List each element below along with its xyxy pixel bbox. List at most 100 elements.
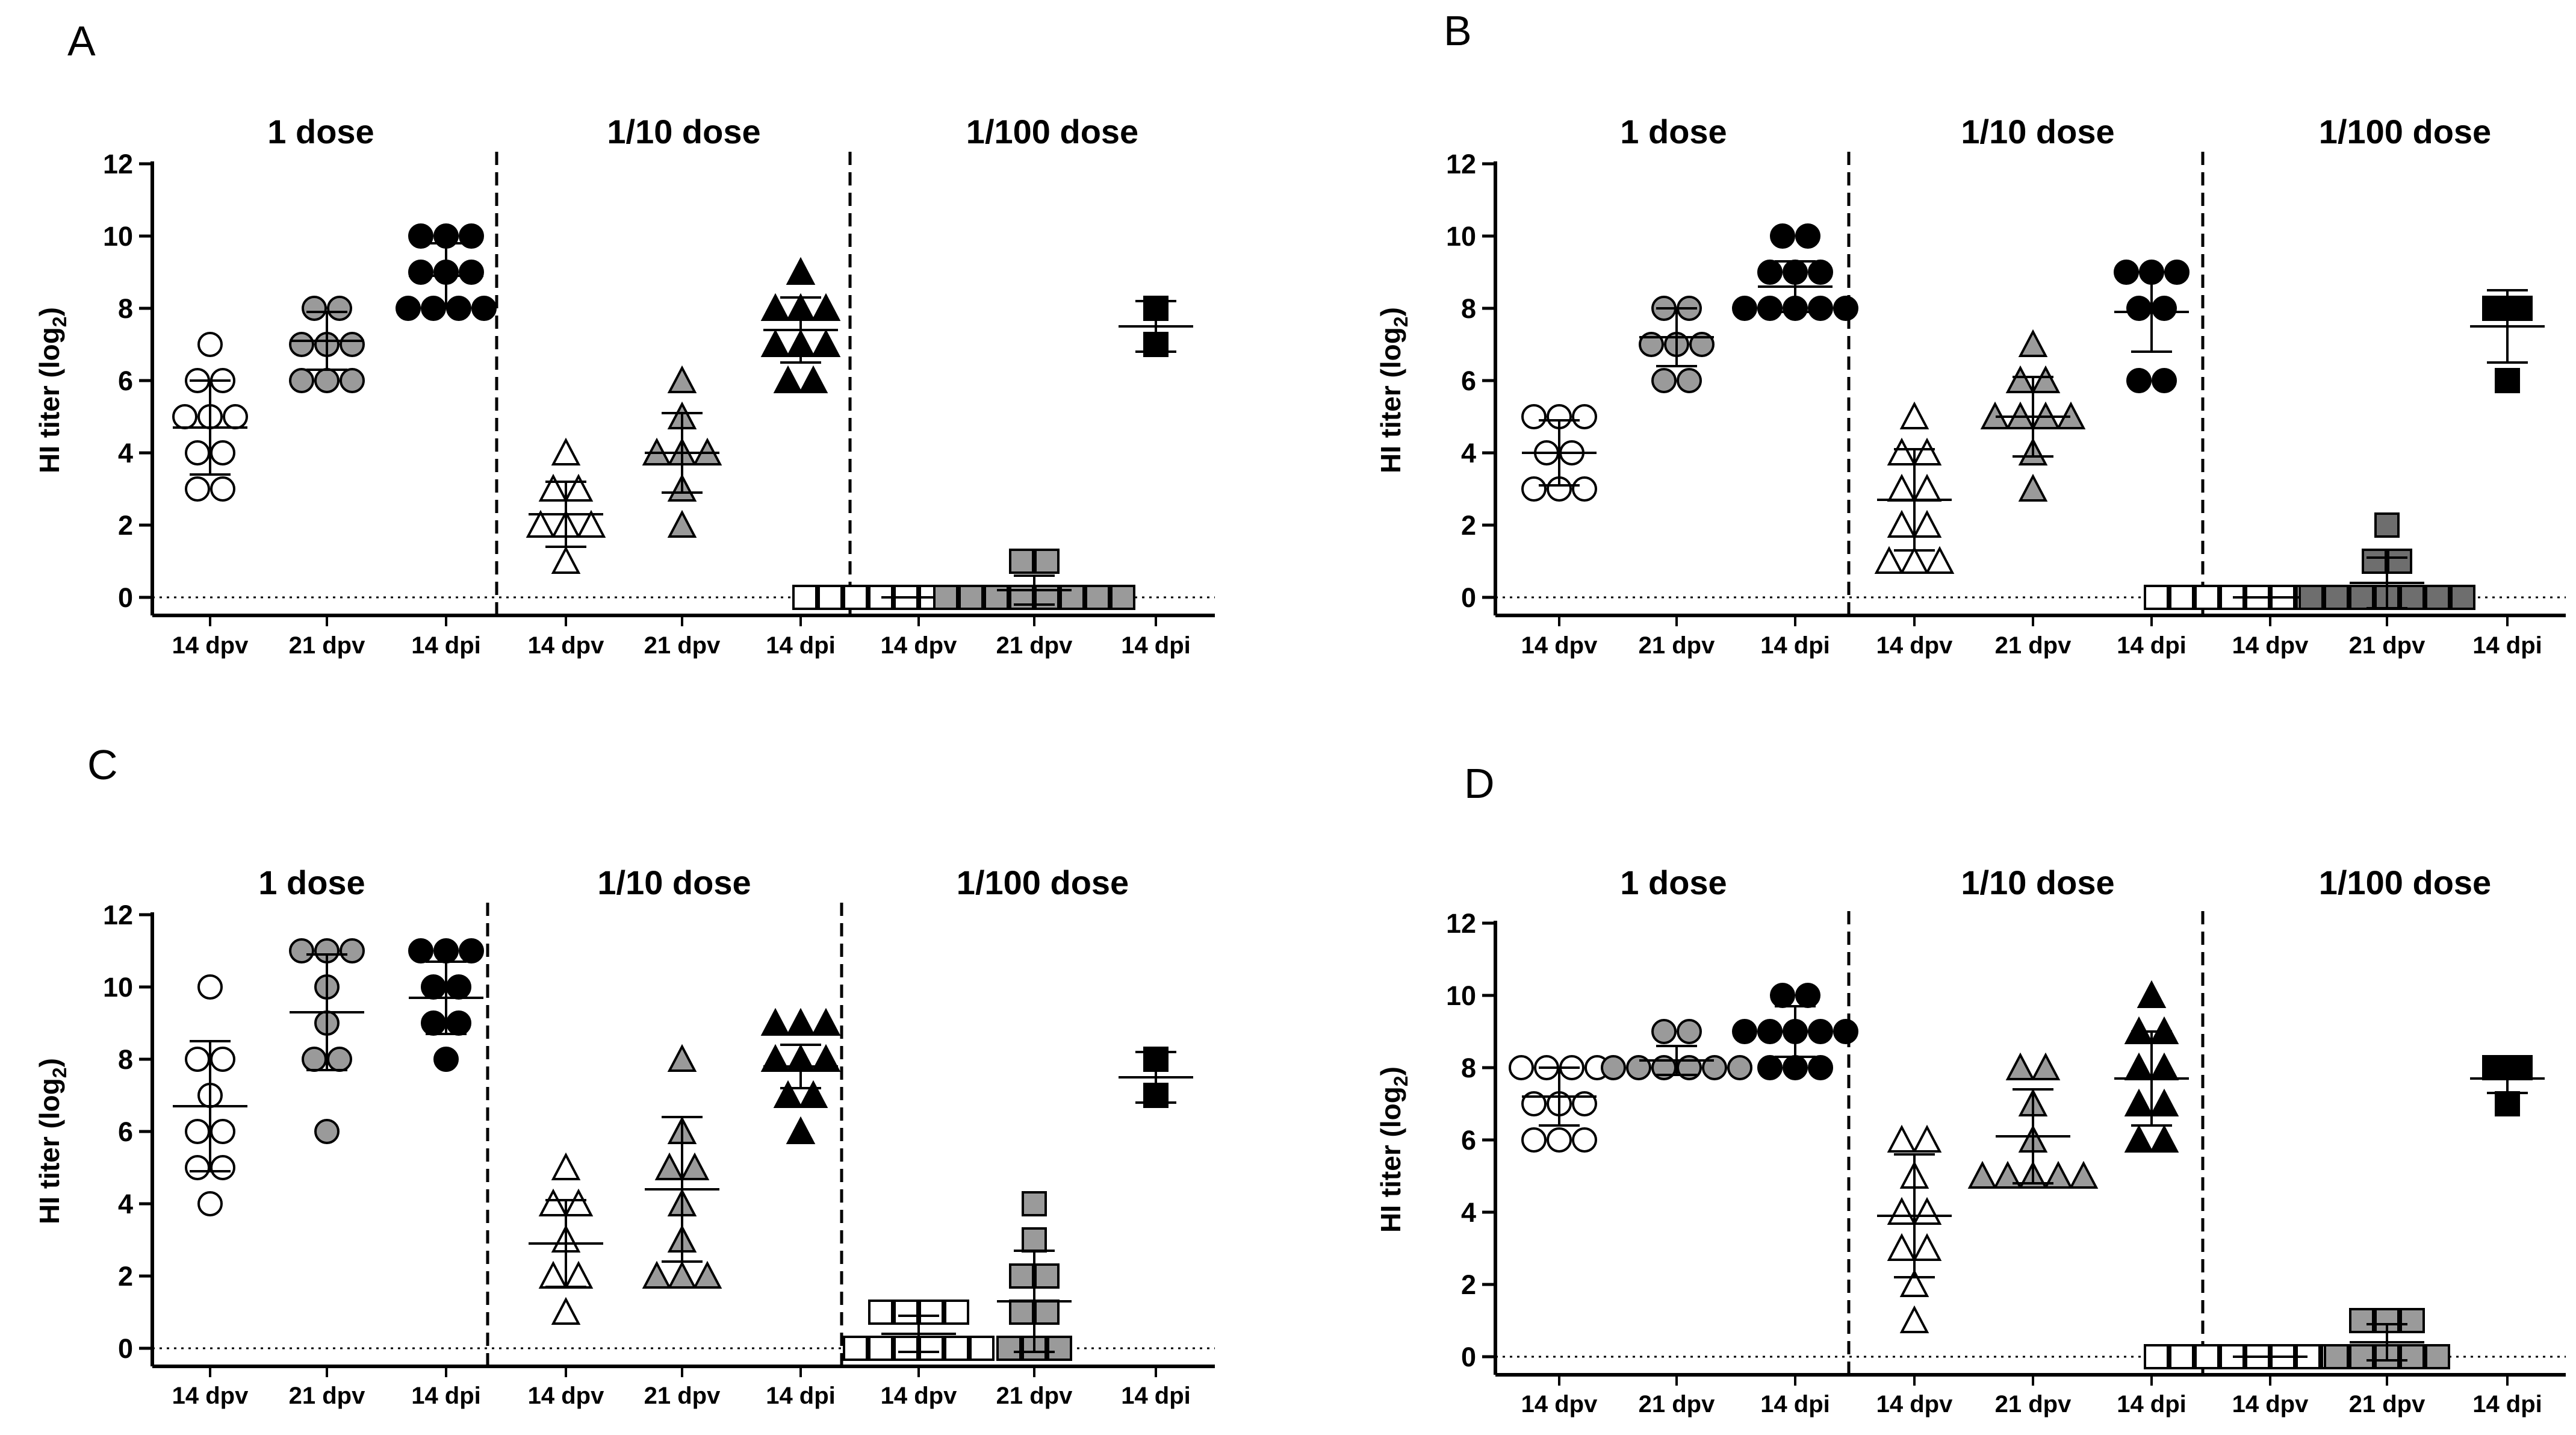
- group-title: 1 dose: [258, 864, 365, 901]
- series-14-dpv: 14 dpv: [526, 437, 606, 659]
- data-point-triangle: [576, 509, 606, 538]
- data-point-triangle: [1887, 1124, 1917, 1153]
- series-14-dpv: 14 dpv: [172, 974, 249, 1409]
- data-point-triangle: [1925, 546, 1955, 574]
- series-21-dpv: 21 dpv: [289, 296, 365, 659]
- series-21-dpv: 21 dpv: [2298, 512, 2475, 659]
- data-point-circle: [1727, 1055, 1752, 1080]
- data-point-square: [893, 1336, 919, 1361]
- data-point-circle: [1509, 1055, 1534, 1080]
- data-point-triangle: [1912, 473, 1942, 502]
- data-point-triangle: [773, 365, 803, 393]
- data-point-circle: [459, 260, 484, 285]
- data-point-triangle: [563, 473, 594, 502]
- data-point-circle: [197, 332, 223, 357]
- x-tick-label: 14 dpi: [1121, 632, 1191, 659]
- data-point-square: [2362, 549, 2387, 574]
- data-point-triangle: [2031, 365, 2061, 393]
- data-point-circle: [340, 368, 365, 393]
- data-point-triangle: [760, 293, 790, 321]
- data-point-circle: [1547, 1127, 1572, 1153]
- data-point-triangle: [760, 1007, 790, 1036]
- x-tick-label: 14 dpi: [411, 1383, 481, 1409]
- data-point-triangle: [1899, 1269, 1929, 1297]
- series-21-dpv: 21 dpv: [289, 938, 365, 1409]
- data-point-circle: [1689, 332, 1715, 357]
- data-point-square: [2450, 585, 2475, 610]
- data-point-square: [2324, 585, 2349, 610]
- data-point-circle: [1833, 296, 1858, 321]
- y-tick-label: 6: [118, 1116, 133, 1147]
- y-tick-label: 12: [1446, 908, 1476, 939]
- series-14-dpv: 14 dpv: [528, 1152, 604, 1409]
- data-point-square: [792, 585, 818, 610]
- y-axis-title-text: HI titer (log: [1375, 327, 1406, 473]
- y-tick-label: 8: [1461, 1053, 1476, 1083]
- data-point-triangle: [1912, 509, 1942, 538]
- series-14-dpv: 14 dpv: [1876, 1124, 1953, 1418]
- data-point-triangle: [1967, 1160, 1997, 1189]
- y-tick-label: 12: [103, 149, 133, 179]
- data-point-circle: [289, 368, 314, 393]
- x-tick-label: 21 dpv: [644, 632, 721, 659]
- data-point-circle: [340, 938, 365, 963]
- x-tick-label: 14 dpv: [1876, 632, 1953, 659]
- data-point-square: [843, 585, 868, 610]
- data-point-triangle: [2043, 1160, 2073, 1189]
- data-point-square: [2400, 585, 2425, 610]
- data-point-circle: [327, 296, 352, 321]
- data-point-triangle: [811, 293, 841, 321]
- data-point-triangle: [667, 1260, 697, 1289]
- y-axis-title-end: ): [1375, 1066, 1406, 1075]
- series-21-dpv: 21 dpv: [642, 1044, 722, 1409]
- series-14-dpi: 14 dpi: [2470, 1055, 2545, 1418]
- x-tick-label: 14 dpi: [766, 1383, 836, 1409]
- data-point-circle: [396, 296, 421, 321]
- data-point-square: [2194, 585, 2220, 610]
- data-point-circle: [1639, 332, 1664, 357]
- data-point-square: [2169, 1344, 2194, 1369]
- y-axis-title: HI titer (log2): [1375, 307, 1412, 473]
- data-point-circle: [1521, 476, 1547, 502]
- data-point-circle: [210, 440, 235, 465]
- x-tick-label: 21 dpv: [1995, 632, 2072, 659]
- x-tick-label: 14 dpv: [172, 632, 249, 659]
- group-title: 1 dose: [267, 113, 374, 151]
- y-tick-label: 0: [1461, 1342, 1476, 1372]
- data-point-triangle: [1887, 473, 1917, 502]
- x-tick-label: 14 dpv: [2232, 632, 2309, 659]
- data-point-circle: [433, 938, 459, 963]
- data-point-triangle: [2149, 1052, 2179, 1080]
- data-point-square: [2507, 296, 2533, 321]
- data-point-triangle: [2124, 1088, 2154, 1116]
- data-point-circle: [421, 974, 446, 1000]
- x-tick-label: 21 dpv: [2349, 632, 2425, 659]
- group-title: 1 dose: [1620, 864, 1727, 901]
- y-axis-title-end: ): [34, 1058, 65, 1067]
- data-point-circle: [2152, 368, 2177, 393]
- x-tick-label: 21 dpv: [2349, 1391, 2425, 1418]
- data-point-circle: [1732, 1019, 1757, 1044]
- data-point-triangle: [538, 473, 568, 502]
- data-point-circle: [314, 368, 340, 393]
- data-point-triangle: [2124, 1124, 2154, 1153]
- series-21-dpv: 21 dpv: [2324, 1308, 2450, 1418]
- series-14-dpv: 14 dpv: [1509, 1055, 1610, 1418]
- group-title: 1 dose: [1620, 113, 1727, 151]
- data-point-square: [818, 585, 843, 610]
- x-tick-label: 14 dpv: [528, 1383, 604, 1409]
- data-point-square: [2194, 1344, 2220, 1369]
- data-point-triangle: [551, 1296, 581, 1325]
- data-point-circle: [1757, 1055, 1783, 1080]
- data-point-square: [2349, 585, 2374, 610]
- data-point-triangle: [538, 1260, 568, 1289]
- y-tick-label: 8: [118, 293, 133, 324]
- data-point-circle: [185, 1155, 210, 1180]
- data-point-circle: [1521, 1091, 1547, 1116]
- data-point-circle: [302, 296, 327, 321]
- y-axis-title-text: HI titer (log: [34, 327, 65, 473]
- data-point-triangle: [526, 509, 556, 538]
